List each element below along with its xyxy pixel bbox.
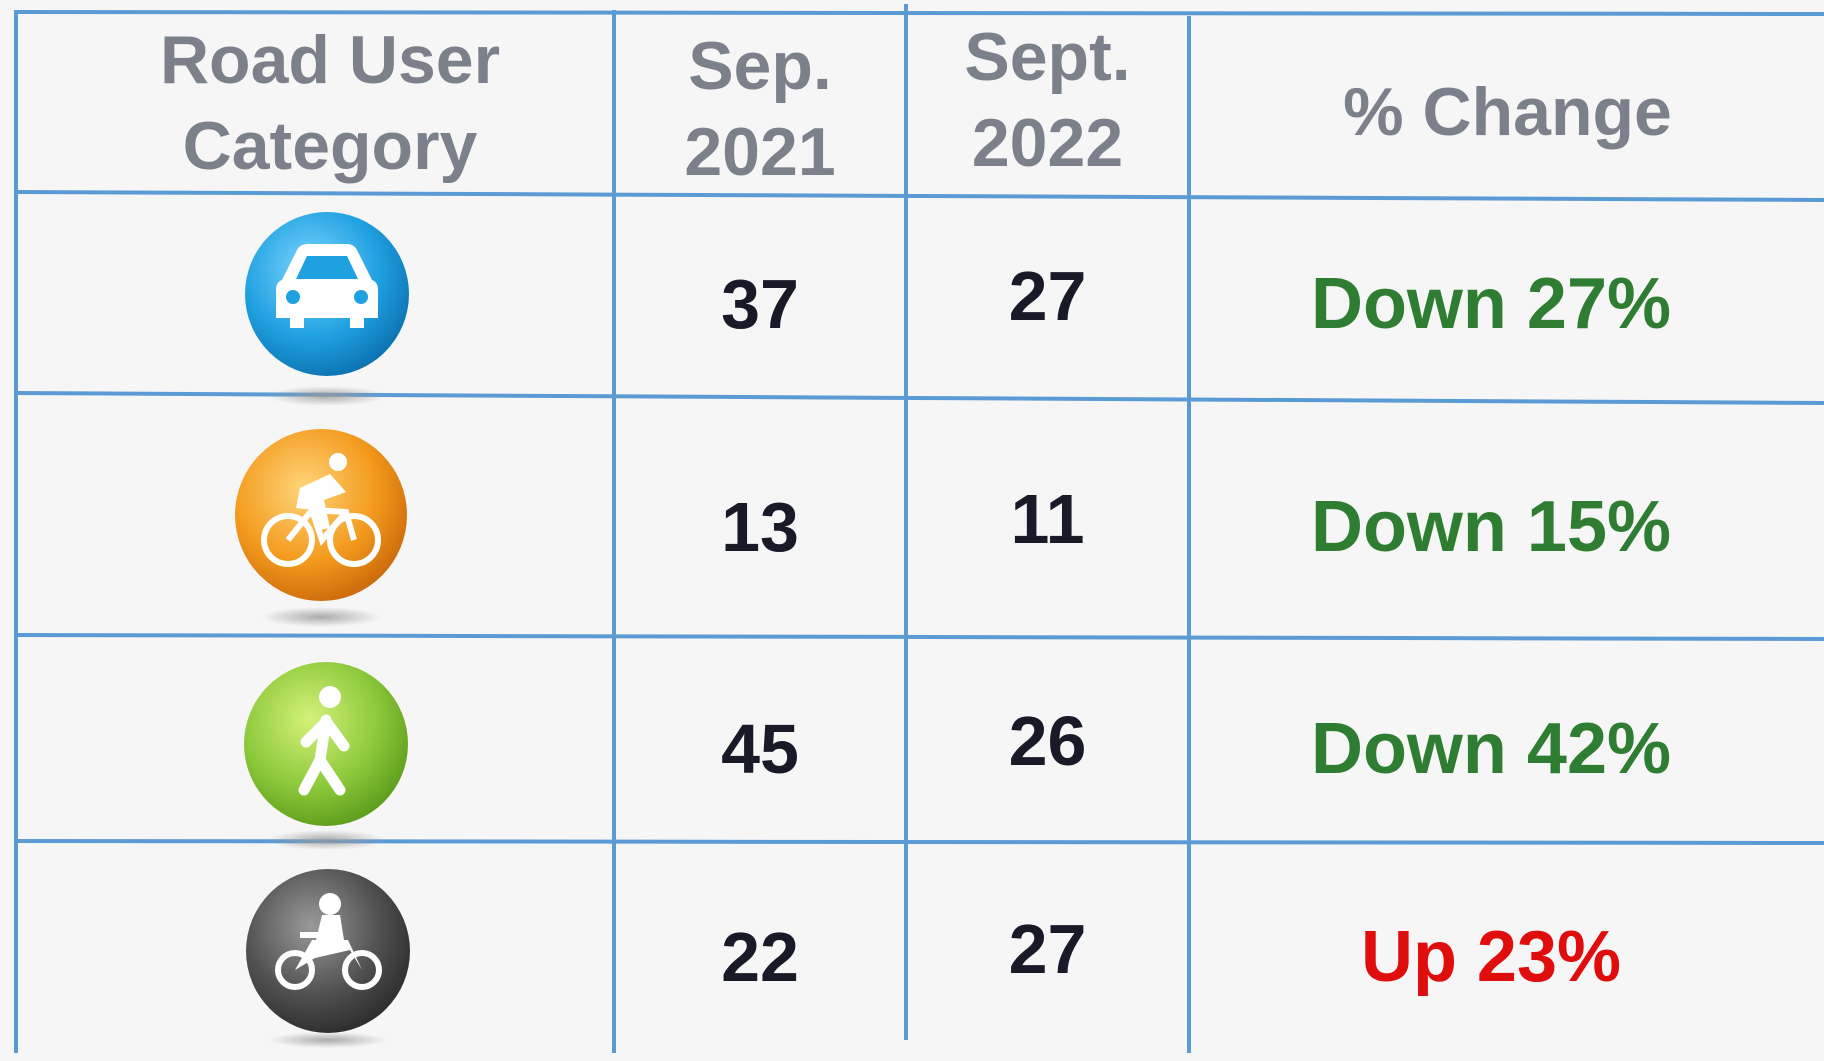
sep-2021-value: 37: [721, 264, 799, 343]
change-value: Down 42%: [1310, 708, 1672, 789]
sep-2021-value: 13: [721, 487, 799, 566]
header-2021: Sep. 2021: [616, 14, 904, 204]
sept-2022-value: 27: [1008, 256, 1087, 335]
sep-2021-value: 45: [721, 709, 799, 788]
header-text: % Change: [1343, 74, 1672, 150]
header-text: Sep. 2021: [684, 28, 836, 190]
sept-2022-value: 11: [1010, 479, 1085, 558]
sept-2022-value: 26: [1008, 701, 1087, 780]
header-text: Sept. 2022: [964, 19, 1131, 181]
icons: [235, 212, 410, 1048]
change-value: Down 27%: [1310, 263, 1672, 344]
change-value: Up 23%: [1360, 916, 1622, 997]
sep-2021-value: 22: [721, 917, 799, 996]
header-category: Road User Category: [60, 14, 600, 192]
sept-2022-value: 27: [1008, 909, 1087, 988]
header-change: % Change: [1191, 14, 1824, 210]
header-2022: Sept. 2022: [908, 8, 1187, 192]
header-text: Road User Category: [159, 22, 501, 184]
change-value: Down 15%: [1310, 486, 1672, 567]
